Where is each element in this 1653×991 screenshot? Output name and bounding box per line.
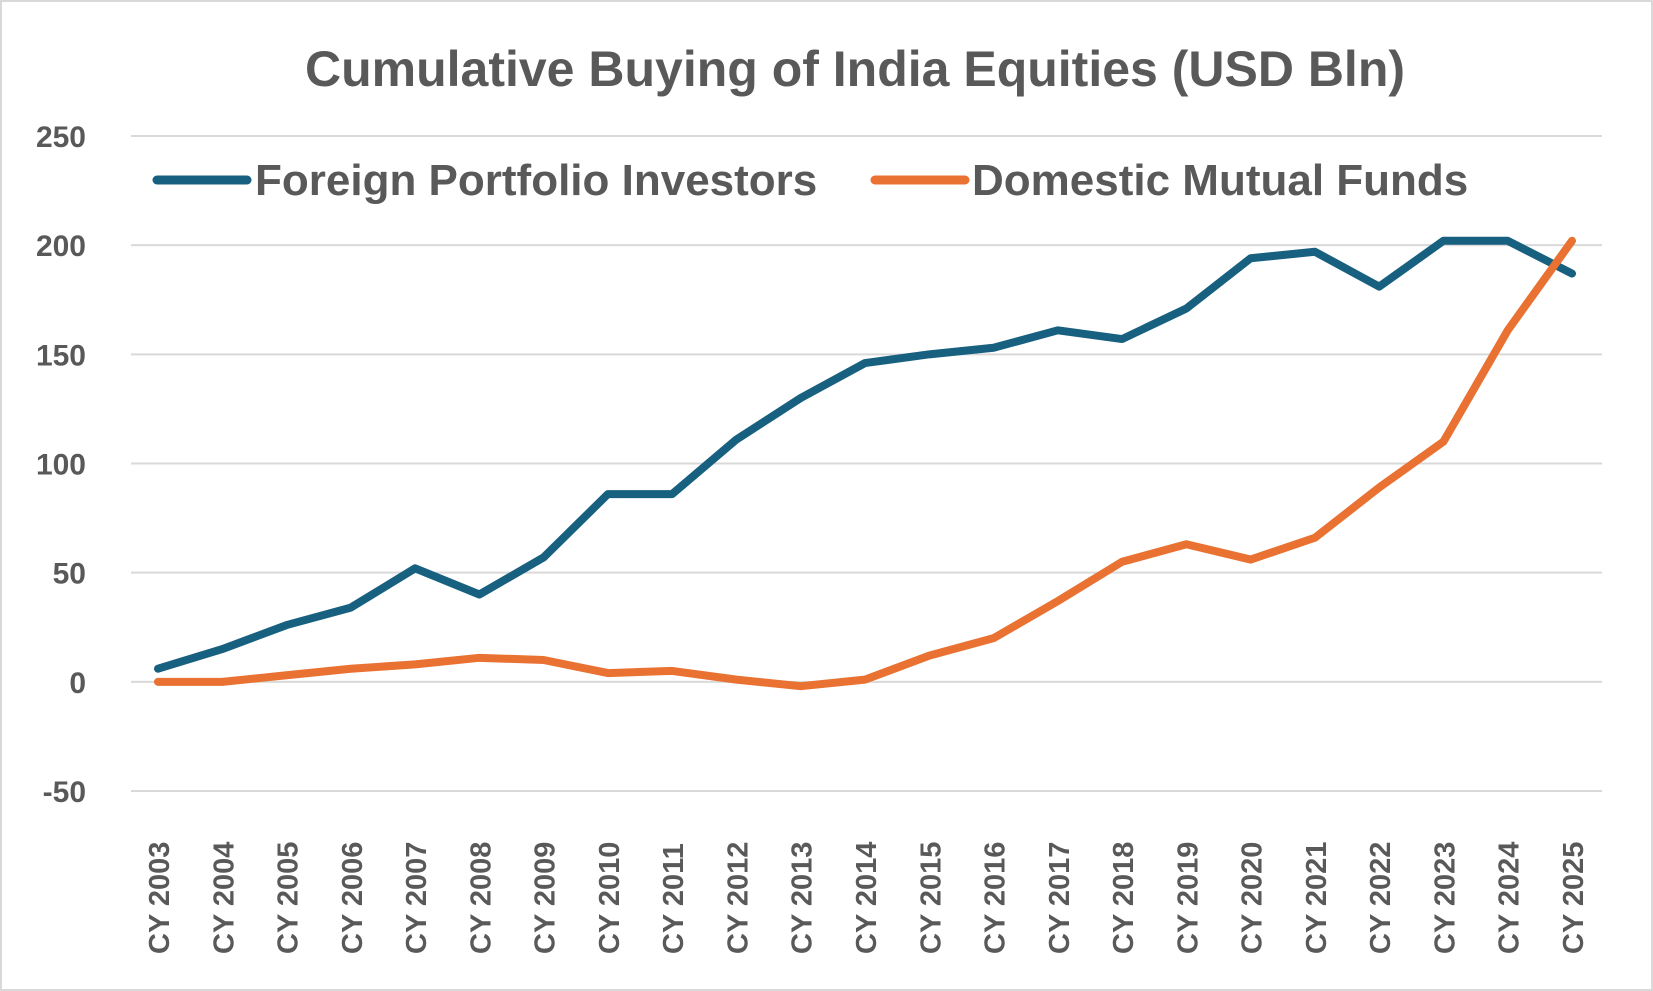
x-tick-label: CY 2018 [1108,842,1140,954]
x-tick-label: CY 2006 [337,842,369,954]
x-tick-label: CY 2015 [915,842,947,954]
y-tick-label: 0 [69,667,86,700]
y-tick-label: 50 [53,558,86,591]
chart-title: Cumulative Buying of India Equities (USD… [305,41,1405,97]
x-tick-label: CY 2010 [594,842,626,954]
x-tick-label: CY 2009 [530,842,562,954]
x-tick-label: CY 2019 [1172,842,1204,954]
x-tick-label: CY 2011 [658,843,690,954]
x-tick-label: CY 2024 [1494,842,1526,954]
x-tick-label: CY 2021 [1301,842,1333,954]
x-tick-label: CY 2025 [1558,842,1590,954]
x-tick-label: CY 2016 [980,842,1012,954]
series-line-0 [154,236,1576,673]
x-tick-label: CY 2023 [1429,842,1461,954]
x-tick-label: CY 2007 [401,842,433,954]
x-tick-label: CY 2008 [465,842,497,954]
x-tick-label: CY 2003 [144,842,176,954]
x-tick-label: CY 2014 [851,842,883,954]
x-tick-label: CY 2022 [1365,842,1397,954]
legend-item: Domestic Mutual Funds [870,156,1468,205]
x-tick-label: CY 2013 [787,842,819,954]
legend-item: Foreign Portfolio Investors [152,156,817,205]
x-tick-label: CY 2017 [1044,842,1076,954]
legend-label: Domestic Mutual Funds [972,156,1468,205]
x-tick-label: CY 2020 [1237,842,1269,954]
y-tick-label: 250 [36,121,86,154]
x-tick-label: CY 2004 [208,842,240,954]
x-tick-label: CY 2012 [722,842,754,954]
y-tick-label: -50 [43,776,86,809]
x-tick-label: CY 2005 [273,842,305,954]
y-tick-label: 150 [36,339,86,372]
y-tick-label: 200 [36,230,86,263]
legend-label: Foreign Portfolio Investors [255,156,817,205]
y-tick-label: 100 [36,449,86,482]
